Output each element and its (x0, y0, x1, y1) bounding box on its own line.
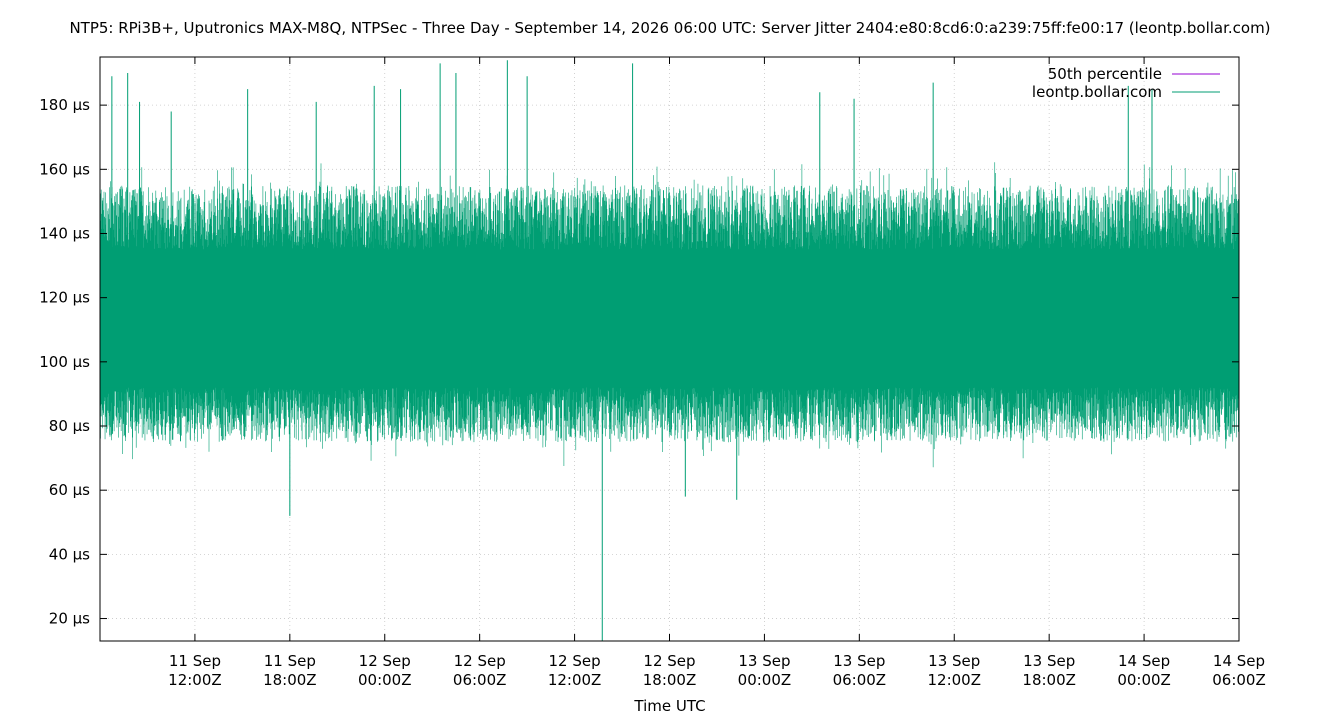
x-tick-label-date: 11 Sep (264, 652, 316, 670)
x-tick-label-date: 11 Sep (169, 652, 221, 670)
x-tick-label-date: 13 Sep (928, 652, 980, 670)
y-tick-label: 20 µs (49, 610, 90, 628)
x-tick-label-date: 13 Sep (833, 652, 885, 670)
x-axis-label: Time UTC (634, 697, 706, 715)
x-tick-label-time: 18:00Z (1022, 671, 1076, 689)
x-tick-label-time: 12:00Z (168, 671, 222, 689)
x-tick-label-date: 14 Sep (1213, 652, 1265, 670)
legend-label: leontp.bollar.com (1032, 83, 1162, 101)
x-tick-label-date: 14 Sep (1118, 652, 1170, 670)
x-tick-label-date: 13 Sep (1023, 652, 1075, 670)
y-tick-label: 160 µs (39, 160, 90, 178)
x-tick-label-time: 00:00Z (738, 671, 792, 689)
x-tick-label-date: 12 Sep (643, 652, 695, 670)
x-tick-label-time: 18:00Z (643, 671, 697, 689)
y-tick-label: 120 µs (39, 289, 90, 307)
x-tick-label-date: 13 Sep (738, 652, 790, 670)
chart-title: NTP5: RPi3B+, Uputronics MAX-M8Q, NTPSec… (69, 19, 1271, 37)
x-tick-label-time: 12:00Z (927, 671, 981, 689)
y-tick-label: 80 µs (49, 417, 90, 435)
jitter-series-core (100, 249, 1239, 388)
x-tick-label-date: 12 Sep (454, 652, 506, 670)
y-tick-label: 100 µs (39, 353, 90, 371)
y-tick-label: 60 µs (49, 481, 90, 499)
axes (99, 56, 1240, 642)
x-tick-label-time: 06:00Z (453, 671, 507, 689)
y-tick-label: 140 µs (39, 224, 90, 242)
x-tick-label-time: 00:00Z (358, 671, 412, 689)
y-tick-label: 40 µs (49, 545, 90, 563)
tick-labels: 20 µs 40 µs 60 µs 80 µs 100 µs 120 µs 140 µs 16… (39, 96, 1266, 689)
x-tick-label-time: 00:00Z (1117, 671, 1171, 689)
jitter-series-band (100, 60, 1239, 641)
x-tick-label-date: 12 Sep (359, 652, 411, 670)
x-tick-label-time: 12:00Z (548, 671, 602, 689)
x-tick-label-time: 06:00Z (1212, 671, 1266, 689)
x-tick-label-date: 12 Sep (549, 652, 601, 670)
legend-label: 50th percentile (1048, 65, 1162, 83)
y-tick-label: 180 µs (39, 96, 90, 114)
x-tick-label-time: 06:00Z (833, 671, 887, 689)
x-tick-label-time: 18:00Z (263, 671, 317, 689)
